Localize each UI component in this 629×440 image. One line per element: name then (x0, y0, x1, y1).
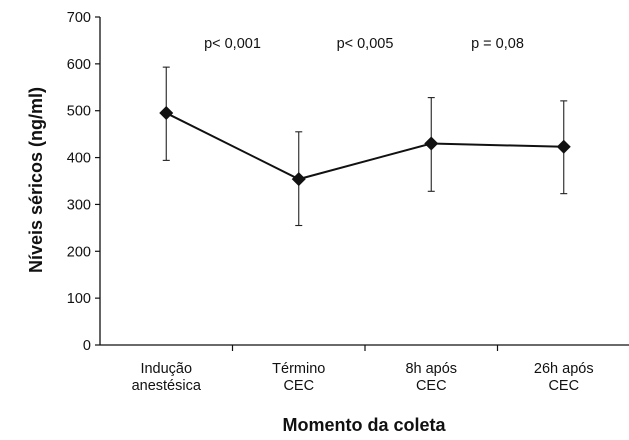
y-tick-label: 0 (83, 338, 91, 354)
x-category-label: 26h após (534, 361, 594, 377)
y-tick-labels: 0 100 200 300 400 500 600 700 (67, 10, 91, 354)
x-axis-title: Momento da coleta (282, 415, 446, 435)
y-tick-label: 400 (67, 151, 91, 167)
y-tick-label: 300 (67, 197, 91, 213)
x-category-label: CEC (283, 378, 314, 394)
y-axis-title: Níveis séricos (ng/ml) (26, 87, 46, 273)
x-category-label: Indução (140, 361, 192, 377)
x-category-label: anestésica (132, 378, 202, 394)
p-value-annotation: p< 0,005 (337, 36, 394, 52)
diamond-marker (556, 139, 571, 154)
series-line-group (165, 112, 564, 181)
p-value-annotation: p< 0,001 (204, 36, 261, 52)
axes (95, 16, 629, 351)
p-value-annotations: p< 0,001 p< 0,005 p = 0,08 (204, 36, 524, 52)
y-tick-label: 100 (67, 291, 91, 307)
data-markers (159, 106, 571, 187)
x-category-label: CEC (548, 378, 579, 394)
series-line (165, 112, 564, 181)
diamond-marker (159, 106, 174, 121)
y-tick-label: 600 (67, 57, 91, 73)
x-category-label: Término (272, 361, 325, 377)
y-tick-label: 700 (67, 10, 91, 26)
diamond-marker (291, 172, 306, 187)
x-category-label: CEC (416, 378, 447, 394)
p-value-annotation: p = 0,08 (471, 36, 524, 52)
y-tick-label: 500 (67, 104, 91, 120)
x-category-label: 8h após (405, 361, 457, 377)
y-tick-label: 200 (67, 244, 91, 260)
diamond-marker (424, 136, 439, 151)
